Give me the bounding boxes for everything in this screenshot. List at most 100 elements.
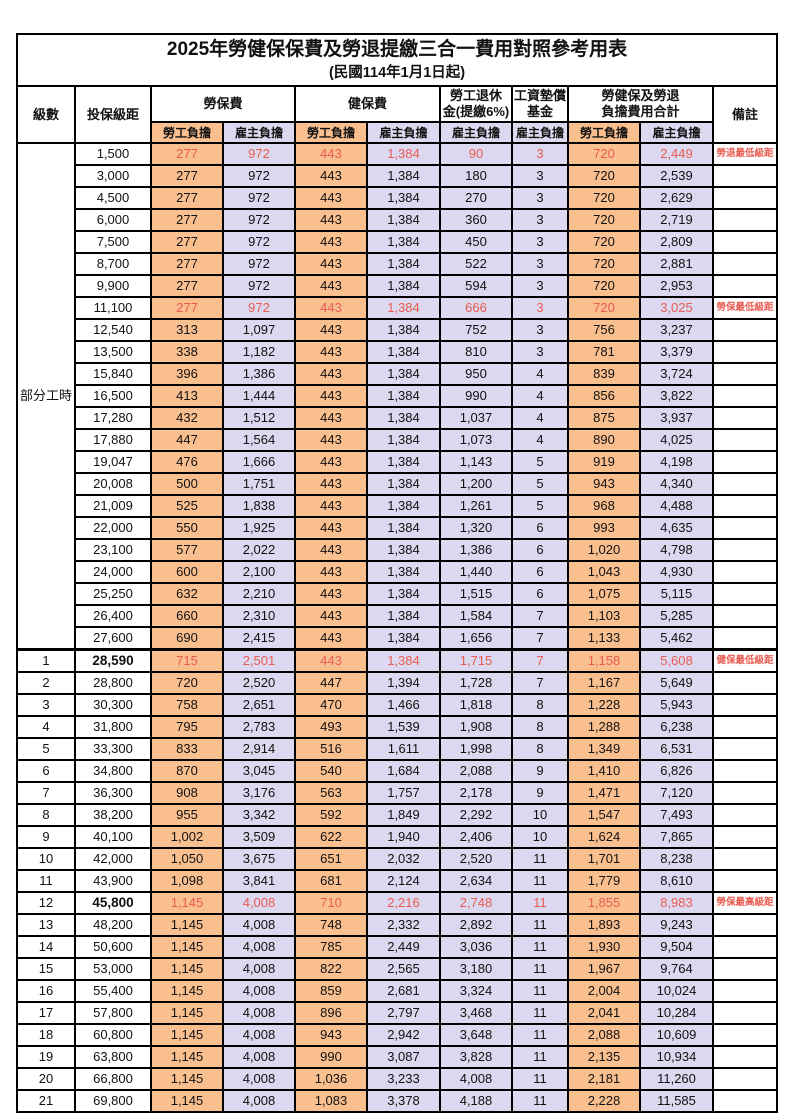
bracket-cell: 13,500 bbox=[74, 340, 152, 364]
value-cell: 1,384 bbox=[366, 560, 441, 584]
value-cell: 4 bbox=[511, 428, 569, 452]
value-cell: 1,471 bbox=[567, 781, 641, 805]
table-row: 6,000 277 972 443 1,384 360 3 720 2,719 bbox=[17, 208, 779, 232]
table-body: 部分工時 1,500 277 972 443 1,384 90 3 720 2,449 勞退最低級距… bbox=[16, 142, 779, 1113]
value-cell: 4,930 bbox=[639, 560, 714, 584]
table-row: 4,500 277 972 443 1,384 270 3 720 2,629 bbox=[17, 186, 779, 210]
value-cell: 4,008 bbox=[222, 935, 296, 959]
part-time-merged-cell: 部分工時 bbox=[16, 142, 76, 651]
value-cell: 3,342 bbox=[222, 803, 296, 827]
table-row: 8 38,200 955 3,342 592 1,849 2,292 10 1,547 7,493 bbox=[16, 803, 779, 827]
table-row: 25,250 632 2,210 443 1,384 1,515 6 1,075 5,115 bbox=[17, 582, 779, 606]
value-cell: 4,008 bbox=[222, 1045, 296, 1069]
value-cell: 563 bbox=[294, 781, 368, 805]
value-cell: 447 bbox=[294, 671, 368, 695]
value-cell: 3,675 bbox=[222, 847, 296, 871]
value-cell: 2,124 bbox=[366, 869, 441, 893]
value-cell: 3,937 bbox=[639, 406, 714, 430]
remark-cell bbox=[711, 494, 779, 518]
value-cell: 2,797 bbox=[366, 1001, 441, 1025]
value-cell: 1,666 bbox=[222, 450, 296, 474]
value-cell: 5 bbox=[511, 472, 569, 496]
value-cell: 720 bbox=[567, 252, 641, 276]
value-cell: 1,384 bbox=[366, 472, 441, 496]
value-cell: 715 bbox=[150, 648, 224, 673]
value-cell: 2,100 bbox=[222, 560, 296, 584]
table-row: 8,700 277 972 443 1,384 522 3 720 2,881 bbox=[17, 252, 779, 276]
value-cell: 11 bbox=[511, 913, 569, 937]
value-cell: 1,073 bbox=[439, 428, 513, 452]
level-cell: 3 bbox=[16, 693, 76, 717]
table-row: 6 34,800 870 3,045 540 1,684 2,088 9 1,410 6,826 bbox=[16, 759, 779, 783]
level-cell: 2 bbox=[16, 671, 76, 695]
value-cell: 10 bbox=[511, 825, 569, 849]
value-cell: 4,798 bbox=[639, 538, 714, 562]
remark-cell bbox=[711, 759, 779, 783]
value-cell: 4,008 bbox=[222, 979, 296, 1003]
value-cell: 2,088 bbox=[567, 1023, 641, 1047]
value-cell: 651 bbox=[294, 847, 368, 871]
remark-cell: 健保最低級距 bbox=[711, 648, 779, 673]
value-cell: 5 bbox=[511, 450, 569, 474]
value-cell: 8,238 bbox=[639, 847, 714, 871]
value-cell: 1,167 bbox=[567, 671, 641, 695]
value-cell: 443 bbox=[294, 318, 368, 342]
value-cell: 592 bbox=[294, 803, 368, 827]
value-cell: 443 bbox=[294, 626, 368, 651]
value-cell: 1,855 bbox=[567, 891, 641, 915]
bracket-cell: 21,009 bbox=[74, 494, 152, 518]
value-cell: 1,020 bbox=[567, 538, 641, 562]
value-cell: 277 bbox=[150, 230, 224, 254]
value-cell: 908 bbox=[150, 781, 224, 805]
value-cell: 1,728 bbox=[439, 671, 513, 695]
remark-cell bbox=[711, 604, 779, 628]
value-cell: 2,449 bbox=[639, 142, 714, 166]
value-cell: 1,349 bbox=[567, 737, 641, 761]
value-cell: 4,008 bbox=[222, 1067, 296, 1091]
value-cell: 2,881 bbox=[639, 252, 714, 276]
header-level: 級數 bbox=[16, 85, 76, 144]
value-cell: 943 bbox=[567, 472, 641, 496]
value-cell: 2,809 bbox=[639, 230, 714, 254]
table-row: 3 30,300 758 2,651 470 1,466 1,818 8 1,228 5,943 bbox=[16, 693, 779, 717]
value-cell: 443 bbox=[294, 164, 368, 188]
value-cell: 443 bbox=[294, 296, 368, 320]
value-cell: 443 bbox=[294, 384, 368, 408]
value-cell: 594 bbox=[439, 274, 513, 298]
bracket-cell: 8,700 bbox=[74, 252, 152, 276]
value-cell: 1,751 bbox=[222, 472, 296, 496]
value-cell: 3 bbox=[511, 318, 569, 342]
header-wage-fund-line1: 工資墊償 bbox=[513, 88, 566, 103]
table-row: 18 60,800 1,145 4,008 943 2,942 3,648 11 2,088 10… bbox=[16, 1023, 779, 1047]
value-cell: 476 bbox=[150, 450, 224, 474]
table-row: 11,100 277 972 443 1,384 666 3 720 3,025 勞保最低級距 bbox=[17, 296, 779, 320]
value-cell: 681 bbox=[294, 869, 368, 893]
value-cell: 4,635 bbox=[639, 516, 714, 540]
value-cell: 1,384 bbox=[366, 230, 441, 254]
value-cell: 1,384 bbox=[366, 208, 441, 232]
value-cell: 896 bbox=[294, 1001, 368, 1025]
value-cell: 1,145 bbox=[150, 913, 224, 937]
table-row: 20 66,800 1,145 4,008 1,036 3,233 4,008 11 2,181… bbox=[16, 1067, 779, 1091]
value-cell: 6 bbox=[511, 582, 569, 606]
value-cell: 2,651 bbox=[222, 693, 296, 717]
value-cell: 8,983 bbox=[639, 891, 714, 915]
value-cell: 1,384 bbox=[366, 252, 441, 276]
subheader-employee-share: 勞工負擔 bbox=[150, 121, 224, 144]
value-cell: 1,384 bbox=[366, 450, 441, 474]
remark-cell bbox=[711, 1067, 779, 1091]
subheader-employer-share: 雇主負擔 bbox=[439, 121, 513, 144]
value-cell: 1,043 bbox=[567, 560, 641, 584]
subheader-employee-share: 勞工負擔 bbox=[294, 121, 368, 144]
level-cell: 16 bbox=[16, 979, 76, 1003]
bracket-cell: 27,600 bbox=[74, 626, 152, 651]
bracket-cell: 12,540 bbox=[74, 318, 152, 342]
value-cell: 1,466 bbox=[366, 693, 441, 717]
value-cell: 443 bbox=[294, 186, 368, 210]
value-cell: 3 bbox=[511, 296, 569, 320]
header-pension: 勞工退休 金(提繳6%) bbox=[439, 85, 513, 123]
value-cell: 1,564 bbox=[222, 428, 296, 452]
value-cell: 972 bbox=[222, 230, 296, 254]
bracket-cell: 16,500 bbox=[74, 384, 152, 408]
value-cell: 3 bbox=[511, 230, 569, 254]
